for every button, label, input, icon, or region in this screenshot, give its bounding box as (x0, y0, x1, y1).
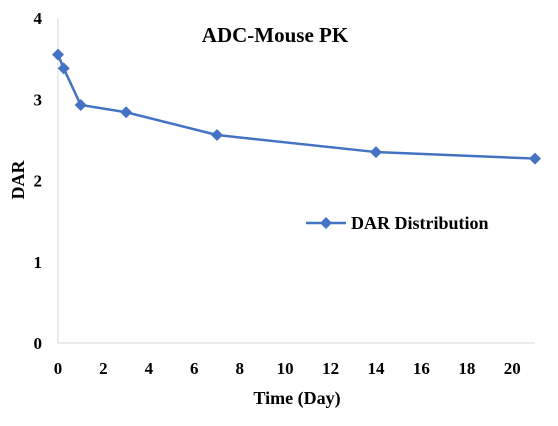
x-axis-ticks: 0 2 4 6 8 10 12 14 16 18 20 (54, 359, 521, 378)
y-tick-label: 1 (34, 253, 43, 272)
chart-title: ADC-Mouse PK (202, 23, 349, 47)
data-point (529, 152, 541, 165)
x-tick-label: 16 (413, 359, 430, 378)
x-tick-label: 0 (54, 359, 63, 378)
y-axis-ticks: 0 1 2 3 4 (34, 9, 43, 353)
x-tick-label: 10 (277, 359, 294, 378)
x-tick-label: 2 (99, 359, 108, 378)
y-axis-label: DAR (8, 160, 28, 200)
x-tick-label: 8 (235, 359, 244, 378)
data-point (57, 62, 70, 75)
series-layer (52, 48, 541, 165)
data-point (120, 106, 133, 119)
x-tick-label: 14 (368, 359, 386, 378)
y-tick-label: 2 (34, 172, 43, 191)
x-tick-label: 4 (145, 359, 154, 378)
data-point (74, 98, 87, 111)
data-point (52, 48, 64, 61)
x-tick-label: 20 (504, 359, 521, 378)
legend: DAR Distribution (306, 213, 489, 233)
x-axis-label: Time (Day) (253, 388, 340, 409)
y-tick-label: 0 (34, 334, 43, 353)
data-point (211, 129, 223, 141)
y-tick-label: 3 (34, 90, 43, 109)
x-tick-label: 12 (322, 359, 339, 378)
x-tick-label: 18 (458, 359, 475, 378)
legend-marker (320, 217, 332, 229)
x-tick-label: 6 (190, 359, 199, 378)
y-tick-label: 4 (34, 9, 43, 28)
series-line (56, 54, 536, 160)
legend-label: DAR Distribution (351, 213, 489, 233)
data-point (370, 146, 382, 159)
